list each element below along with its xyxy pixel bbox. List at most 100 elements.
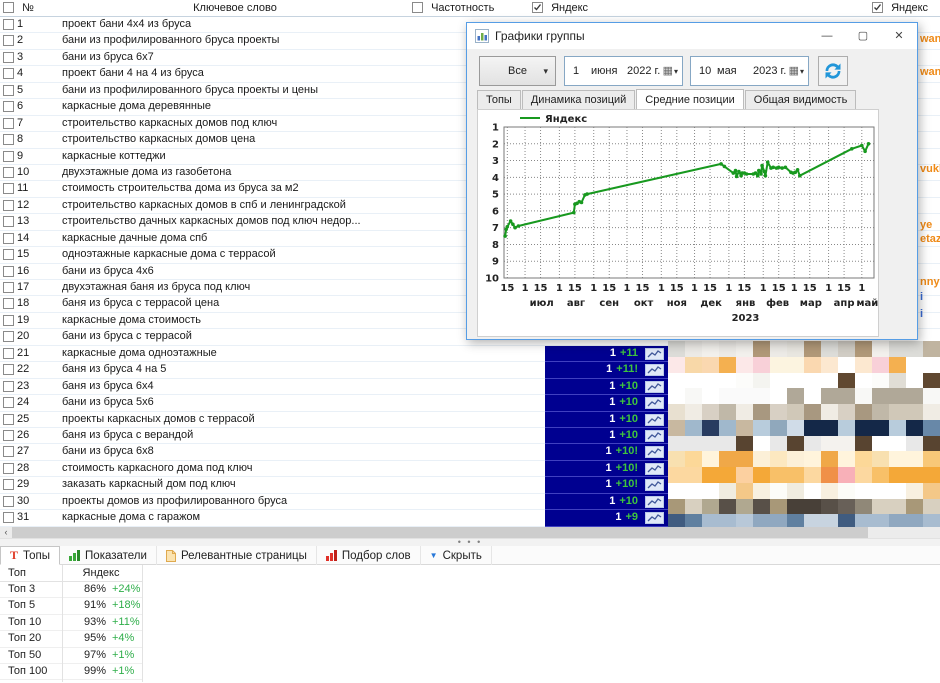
link-fragment[interactable]: i xyxy=(920,308,924,320)
link-fragment[interactable]: wan xyxy=(920,66,940,78)
row-checkbox[interactable] xyxy=(3,479,14,491)
row-checkbox[interactable] xyxy=(3,282,14,293)
mini-chart-icon[interactable] xyxy=(645,462,664,475)
dialog-tab-0[interactable]: Топы xyxy=(477,90,521,109)
frequency-checkbox[interactable] xyxy=(412,2,423,13)
position-cell[interactable]: 1 +11! xyxy=(545,362,668,379)
row-checkbox[interactable] xyxy=(3,397,14,409)
link-fragment[interactable]: ye xyxy=(920,219,933,231)
horizontal-scrollbar[interactable]: ‹ xyxy=(0,527,940,538)
row-checkbox[interactable] xyxy=(3,51,14,63)
dialog-tab-3[interactable]: Общая видимость xyxy=(744,90,857,109)
bottom-tab-2[interactable]: Релевантные страницы xyxy=(157,546,317,565)
mini-chart-icon[interactable] xyxy=(645,364,664,377)
row-checkbox[interactable] xyxy=(3,232,14,244)
close-button[interactable]: ✕ xyxy=(894,30,904,42)
mini-chart-icon[interactable] xyxy=(645,495,664,508)
row-checkbox[interactable] xyxy=(3,512,14,524)
row-checkbox[interactable] xyxy=(3,216,14,228)
date-from-year[interactable]: 2022 г. xyxy=(627,65,661,77)
dialog-tab-2[interactable]: Средние позиции xyxy=(636,89,744,110)
position-cell[interactable]: 1 +10 xyxy=(545,378,668,396)
position-cell[interactable]: 1 +10! xyxy=(545,477,668,494)
row-checkbox[interactable] xyxy=(3,446,14,458)
row-checkbox[interactable] xyxy=(3,380,14,392)
position-cell[interactable]: 1 +11 xyxy=(545,345,668,363)
scrollbar-thumb[interactable] xyxy=(12,527,868,538)
row-checkbox[interactable] xyxy=(3,462,14,474)
row-checkbox[interactable] xyxy=(3,166,14,178)
row-checkbox[interactable] xyxy=(3,117,14,129)
mini-chart-icon[interactable] xyxy=(645,380,664,393)
mini-chart-icon[interactable] xyxy=(645,397,664,410)
bottom-tab-1[interactable]: Показатели xyxy=(60,546,157,565)
row-checkbox[interactable] xyxy=(3,249,14,261)
mini-chart-icon[interactable] xyxy=(645,479,664,492)
row-checkbox[interactable] xyxy=(3,347,14,359)
select-all-checkbox[interactable] xyxy=(3,2,14,13)
yandex2-column-header[interactable]: Яндекс xyxy=(891,2,929,14)
yandex-column-header[interactable]: Яндекс xyxy=(551,2,589,14)
date-from-month[interactable]: июня xyxy=(591,65,618,77)
mini-chart-icon[interactable] xyxy=(645,413,664,426)
position-cell[interactable]: 1 +9 xyxy=(545,510,668,527)
row-checkbox[interactable] xyxy=(3,150,14,162)
row-checkbox[interactable] xyxy=(3,495,14,507)
row-checkbox[interactable] xyxy=(3,35,14,47)
mini-chart-icon[interactable] xyxy=(645,512,664,525)
row-checkbox[interactable] xyxy=(3,413,14,425)
link-fragment[interactable]: nnye xyxy=(920,276,940,288)
link-fragment[interactable]: wan xyxy=(920,33,940,45)
date-to-day[interactable]: 10 xyxy=(699,65,712,77)
row-checkbox[interactable] xyxy=(3,134,14,146)
date-to-month[interactable]: мая xyxy=(717,65,737,77)
row-checkbox[interactable] xyxy=(3,364,14,376)
dialog-titlebar[interactable]: Графики группы — ▢ ✕ xyxy=(467,23,917,49)
row-checkbox[interactable] xyxy=(3,199,14,211)
date-to-picker[interactable]: 10 мая 2023 г. ▦▾ xyxy=(690,56,809,86)
panel-splitter[interactable]: • • • xyxy=(0,538,940,547)
date-from-day[interactable]: 1 xyxy=(573,65,580,77)
maximize-button[interactable]: ▢ xyxy=(857,30,869,42)
date-from-picker[interactable]: 1 июня 2022 г. ▦▾ xyxy=(564,56,683,86)
date-to-year[interactable]: 2023 г. xyxy=(753,65,787,77)
row-checkbox[interactable] xyxy=(3,101,14,113)
position-cell[interactable]: 1 +10 xyxy=(545,411,668,428)
position-cell[interactable]: 1 +10 xyxy=(545,395,668,412)
mini-chart-icon[interactable] xyxy=(645,446,664,459)
row-checkbox[interactable] xyxy=(3,314,14,326)
bottom-tab-0[interactable]: T Топы xyxy=(0,546,61,565)
row-checkbox[interactable] xyxy=(3,68,14,80)
row-checkbox[interactable] xyxy=(3,84,14,96)
position-cell[interactable]: 1 +10! xyxy=(545,444,668,461)
mini-chart-icon[interactable] xyxy=(645,429,664,442)
yandex-checkbox[interactable] xyxy=(532,2,543,13)
keyword-column-header[interactable]: Ключевое слово xyxy=(193,2,277,14)
mini-chart-icon[interactable] xyxy=(645,347,664,360)
group-filter-dropdown[interactable]: Все ▾ xyxy=(479,56,556,86)
row-checkbox[interactable] xyxy=(3,183,14,195)
row-checkbox[interactable] xyxy=(3,19,14,30)
row-checkbox[interactable] xyxy=(3,265,14,277)
minimize-button[interactable]: — xyxy=(821,30,833,42)
row-checkbox[interactable] xyxy=(3,331,14,343)
table-row[interactable]: 23 баня из бруса 6х4 1 +10 xyxy=(0,378,940,396)
link-fragment[interactable]: vukh xyxy=(920,163,940,175)
position-cell[interactable]: 1 +10 xyxy=(545,427,668,445)
scroll-left-arrow[interactable]: ‹ xyxy=(4,527,8,537)
position-cell[interactable]: 1 +10 xyxy=(545,493,668,511)
bottom-tab-4[interactable]: ▼ Скрыть xyxy=(421,546,492,565)
refresh-button[interactable] xyxy=(818,56,848,86)
calendar-icon[interactable]: ▦▾ xyxy=(662,65,678,77)
frequency-column-header[interactable]: Частотность xyxy=(431,2,495,14)
stats-delta-value: +1% xyxy=(112,664,135,677)
yandex2-checkbox[interactable] xyxy=(872,2,883,13)
row-checkbox[interactable] xyxy=(3,298,14,310)
link-fragment[interactable]: i xyxy=(920,291,924,303)
position-cell[interactable]: 1 +10! xyxy=(545,460,668,478)
bottom-tab-3[interactable]: Подбор слов xyxy=(317,546,421,565)
row-checkbox[interactable] xyxy=(3,429,14,441)
dialog-tab-1[interactable]: Динамика позиций xyxy=(521,90,636,109)
calendar-icon[interactable]: ▦▾ xyxy=(788,65,804,77)
link-fragment[interactable]: etazh xyxy=(920,233,940,245)
